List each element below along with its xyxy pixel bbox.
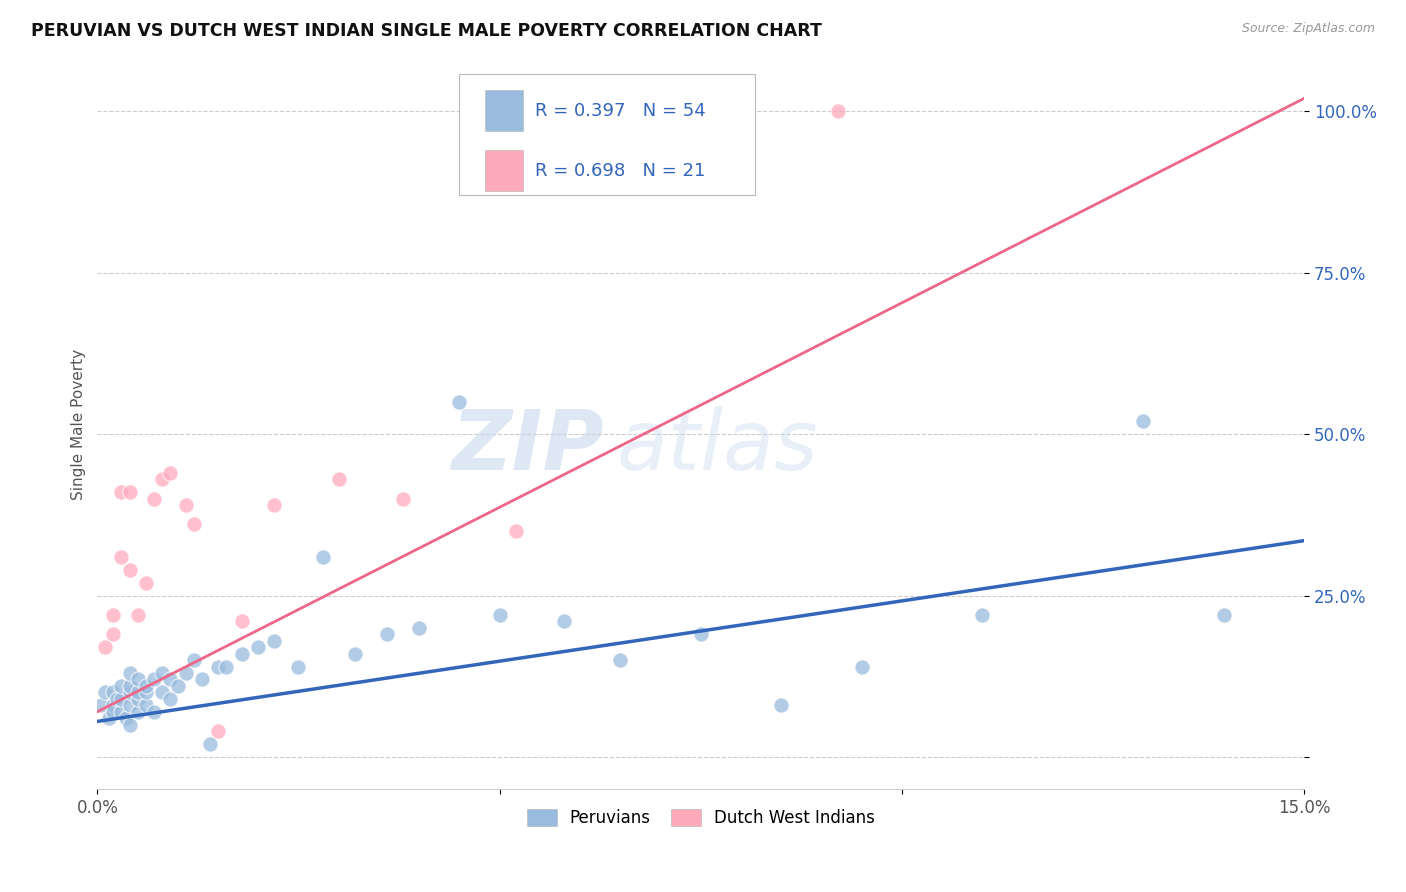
Point <box>142 491 165 506</box>
Point <box>215 659 238 673</box>
Text: ZIP: ZIP <box>451 406 605 487</box>
Point <box>118 563 141 577</box>
Point <box>114 711 136 725</box>
Point <box>183 653 205 667</box>
Text: Source: ZipAtlas.com: Source: ZipAtlas.com <box>1241 22 1375 36</box>
Point <box>287 659 309 673</box>
Point <box>247 640 270 655</box>
Point <box>94 685 117 699</box>
Text: R = 0.698   N = 21: R = 0.698 N = 21 <box>536 161 706 179</box>
Text: PERUVIAN VS DUTCH WEST INDIAN SINGLE MALE POVERTY CORRELATION CHART: PERUVIAN VS DUTCH WEST INDIAN SINGLE MAL… <box>31 22 821 40</box>
Point <box>110 679 132 693</box>
Point <box>90 698 112 713</box>
Point <box>191 673 214 687</box>
Point <box>103 698 125 713</box>
FancyBboxPatch shape <box>460 74 755 194</box>
Point <box>231 615 253 629</box>
Point <box>118 717 141 731</box>
Point <box>553 615 575 629</box>
Point <box>135 679 157 693</box>
Point <box>505 524 527 538</box>
Point <box>392 491 415 506</box>
Point <box>408 621 430 635</box>
Point <box>183 517 205 532</box>
Point <box>488 607 510 622</box>
Point <box>135 575 157 590</box>
Point <box>207 724 229 739</box>
Point <box>198 737 221 751</box>
Point <box>110 691 132 706</box>
Point <box>449 394 471 409</box>
Point <box>103 607 125 622</box>
Point <box>103 685 125 699</box>
Point <box>127 673 149 687</box>
Point <box>118 665 141 680</box>
Point <box>127 691 149 706</box>
Point <box>103 627 125 641</box>
Point <box>166 679 188 693</box>
FancyBboxPatch shape <box>485 90 523 131</box>
Point <box>127 607 149 622</box>
Y-axis label: Single Male Poverty: Single Male Poverty <box>72 349 86 500</box>
Point <box>150 665 173 680</box>
Point <box>98 711 121 725</box>
Point <box>110 485 132 500</box>
Point <box>118 679 141 693</box>
Point <box>142 673 165 687</box>
Point <box>311 549 333 564</box>
Point <box>263 498 285 512</box>
Point <box>94 640 117 655</box>
Point <box>827 104 849 119</box>
Point <box>689 627 711 641</box>
Point <box>159 466 181 480</box>
Point <box>135 698 157 713</box>
Point <box>770 698 793 713</box>
Point <box>118 698 141 713</box>
Point <box>972 607 994 622</box>
Point <box>609 653 631 667</box>
Point <box>110 549 132 564</box>
Point <box>107 691 129 706</box>
Point <box>375 627 398 641</box>
Point <box>1132 414 1154 428</box>
Point <box>1212 607 1234 622</box>
Point <box>150 472 173 486</box>
Point <box>851 659 873 673</box>
Point <box>263 633 285 648</box>
Point <box>328 472 350 486</box>
Point <box>127 685 149 699</box>
Point <box>142 705 165 719</box>
FancyBboxPatch shape <box>485 150 523 191</box>
Legend: Peruvians, Dutch West Indians: Peruvians, Dutch West Indians <box>519 801 883 836</box>
Point <box>103 705 125 719</box>
Point <box>118 485 141 500</box>
Point <box>159 691 181 706</box>
Point <box>135 685 157 699</box>
Point <box>231 647 253 661</box>
Point <box>159 673 181 687</box>
Point <box>174 498 197 512</box>
Text: atlas: atlas <box>616 406 818 487</box>
Point <box>110 705 132 719</box>
Point <box>207 659 229 673</box>
Point <box>343 647 366 661</box>
Point <box>150 685 173 699</box>
Point <box>127 705 149 719</box>
Text: R = 0.397   N = 54: R = 0.397 N = 54 <box>536 102 706 120</box>
Point <box>174 665 197 680</box>
Point <box>118 685 141 699</box>
